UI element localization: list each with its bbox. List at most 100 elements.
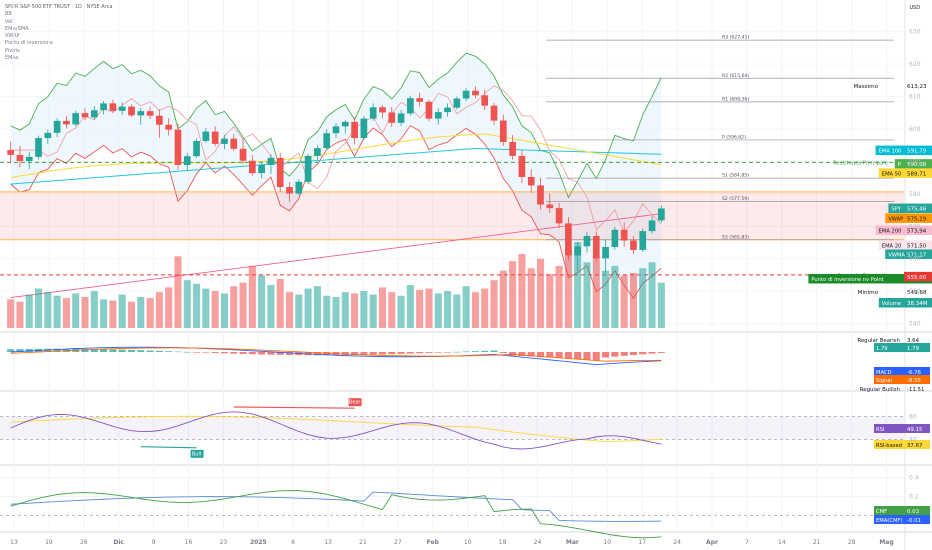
macd-histogram-bar xyxy=(648,352,656,354)
macd-histogram-bar xyxy=(230,352,238,354)
macd-histogram-bar xyxy=(16,349,24,352)
macd-histogram-bar xyxy=(100,349,108,352)
macd-histogram-bar xyxy=(341,352,349,356)
candle-body xyxy=(407,98,414,114)
cmf-tick-label: 0.2 xyxy=(909,494,919,501)
time-tick-label: 28 xyxy=(848,539,856,546)
massimo-value: 613,23 xyxy=(907,84,927,90)
pivot-point-tag-label: Punto di inversione nv Point xyxy=(811,277,883,283)
candle-body xyxy=(360,118,368,139)
indicator-item[interactable]: Pivots xyxy=(5,47,20,54)
indicator-item[interactable]: Vol xyxy=(5,18,13,25)
volume-bar xyxy=(35,288,43,328)
indicator-item[interactable]: Punto di inversione xyxy=(5,40,53,47)
volume-bar xyxy=(611,265,619,328)
time-tick-label: 2025 xyxy=(250,539,267,546)
candle-body xyxy=(53,120,61,133)
regular-bullish-label: Regular Bullish xyxy=(860,387,900,393)
candle-body xyxy=(518,155,526,177)
minimo-value: 549,68 xyxy=(907,290,927,296)
candle-body xyxy=(90,110,98,118)
ema-cmf-value: -0.01 xyxy=(907,518,921,524)
pivot-label: R3 (627,41) xyxy=(722,35,749,41)
price-tick-label: 630 xyxy=(909,29,921,36)
volume-bar xyxy=(155,292,163,328)
volume-bar xyxy=(369,294,377,328)
volume-bar xyxy=(574,242,582,328)
macd-histogram-bar xyxy=(360,352,368,355)
candle-body xyxy=(434,112,442,119)
rsi-tick-label: 60 xyxy=(909,413,917,420)
bear-signal-box xyxy=(348,398,362,407)
macd-histogram-bar xyxy=(109,349,117,352)
candle-body xyxy=(472,90,479,96)
macd-histogram-bar xyxy=(44,348,52,352)
rsi-line xyxy=(10,411,662,450)
pivot-p-tag-label-box xyxy=(894,159,904,169)
candle-body xyxy=(425,101,433,119)
histogram-value: 1.79 xyxy=(907,346,920,352)
macd-histogram-bar xyxy=(258,352,266,355)
volume-bar xyxy=(100,299,108,328)
volume-bar xyxy=(490,280,498,328)
cmf-tick-label: 0.4 xyxy=(909,475,919,482)
cmf-label-box xyxy=(874,506,905,515)
volume-bar xyxy=(285,292,294,328)
time-tick-label: 14 xyxy=(778,539,786,546)
candle-body xyxy=(490,105,498,121)
candle-body xyxy=(165,124,173,130)
volume-bar xyxy=(425,288,433,328)
regular-bullish-value: -11.51 xyxy=(907,387,924,393)
time-tick-label: 27 xyxy=(394,539,402,546)
time-tick-label: 19 xyxy=(45,539,53,546)
volume-bar xyxy=(62,298,70,328)
macd-histogram-bar xyxy=(546,352,554,358)
histogram-label: 1.79 xyxy=(876,346,888,352)
time-tick-label: 23 xyxy=(220,539,228,546)
candle-body xyxy=(499,120,507,142)
volume-bar xyxy=(81,296,89,328)
rsi-box xyxy=(904,424,930,433)
indicator-item[interactable]: VWAP xyxy=(5,33,20,40)
price-tick-label: 590 xyxy=(909,158,921,165)
macd-histogram-bar xyxy=(81,348,89,352)
volume-bar xyxy=(629,273,637,328)
ema100-line xyxy=(10,147,662,185)
pivot-label: R1 (608,36) xyxy=(722,96,749,102)
candle-body xyxy=(444,107,451,113)
volume-bar xyxy=(16,301,24,328)
spy-tag-box xyxy=(904,203,932,214)
cmf-value: 0.03 xyxy=(907,509,919,515)
vwap-tag-label: VWAP xyxy=(888,216,903,222)
candle-body xyxy=(648,220,656,232)
pivot-p-tag-value: 590,08 xyxy=(907,162,927,168)
candle-body xyxy=(16,154,24,162)
volume-bar xyxy=(546,274,554,328)
volume-tag-label-box xyxy=(878,298,904,308)
volume-bar xyxy=(90,290,98,328)
time-tick-label: 10 xyxy=(603,539,611,546)
pivot-point-tag-label-box xyxy=(808,273,904,284)
volume-bar xyxy=(341,292,349,328)
ema200-line xyxy=(10,213,662,299)
volume-bar xyxy=(564,249,572,328)
candle-body xyxy=(230,138,238,149)
indicator-item[interactable]: EMAs xyxy=(5,55,19,62)
candle-body xyxy=(118,106,126,111)
ema-cmf-line xyxy=(10,491,662,522)
candle-body xyxy=(183,156,191,165)
indicator-item[interactable]: BB xyxy=(5,11,12,18)
volume-bar xyxy=(583,262,591,328)
price-tick-label: 570 xyxy=(909,223,921,230)
macd-line xyxy=(10,346,662,366)
volume-tag-label: Volume xyxy=(882,301,901,307)
cmf-line xyxy=(10,490,662,539)
volume-bar xyxy=(406,285,414,328)
regular-bearish-value: 3.64 xyxy=(907,338,920,344)
indicator-item[interactable]: EMA/SMA xyxy=(5,25,29,32)
candle-body xyxy=(35,138,42,157)
macd-histogram-bar xyxy=(397,352,405,354)
macd-histogram-bar xyxy=(239,352,247,354)
candle-body xyxy=(314,148,321,156)
